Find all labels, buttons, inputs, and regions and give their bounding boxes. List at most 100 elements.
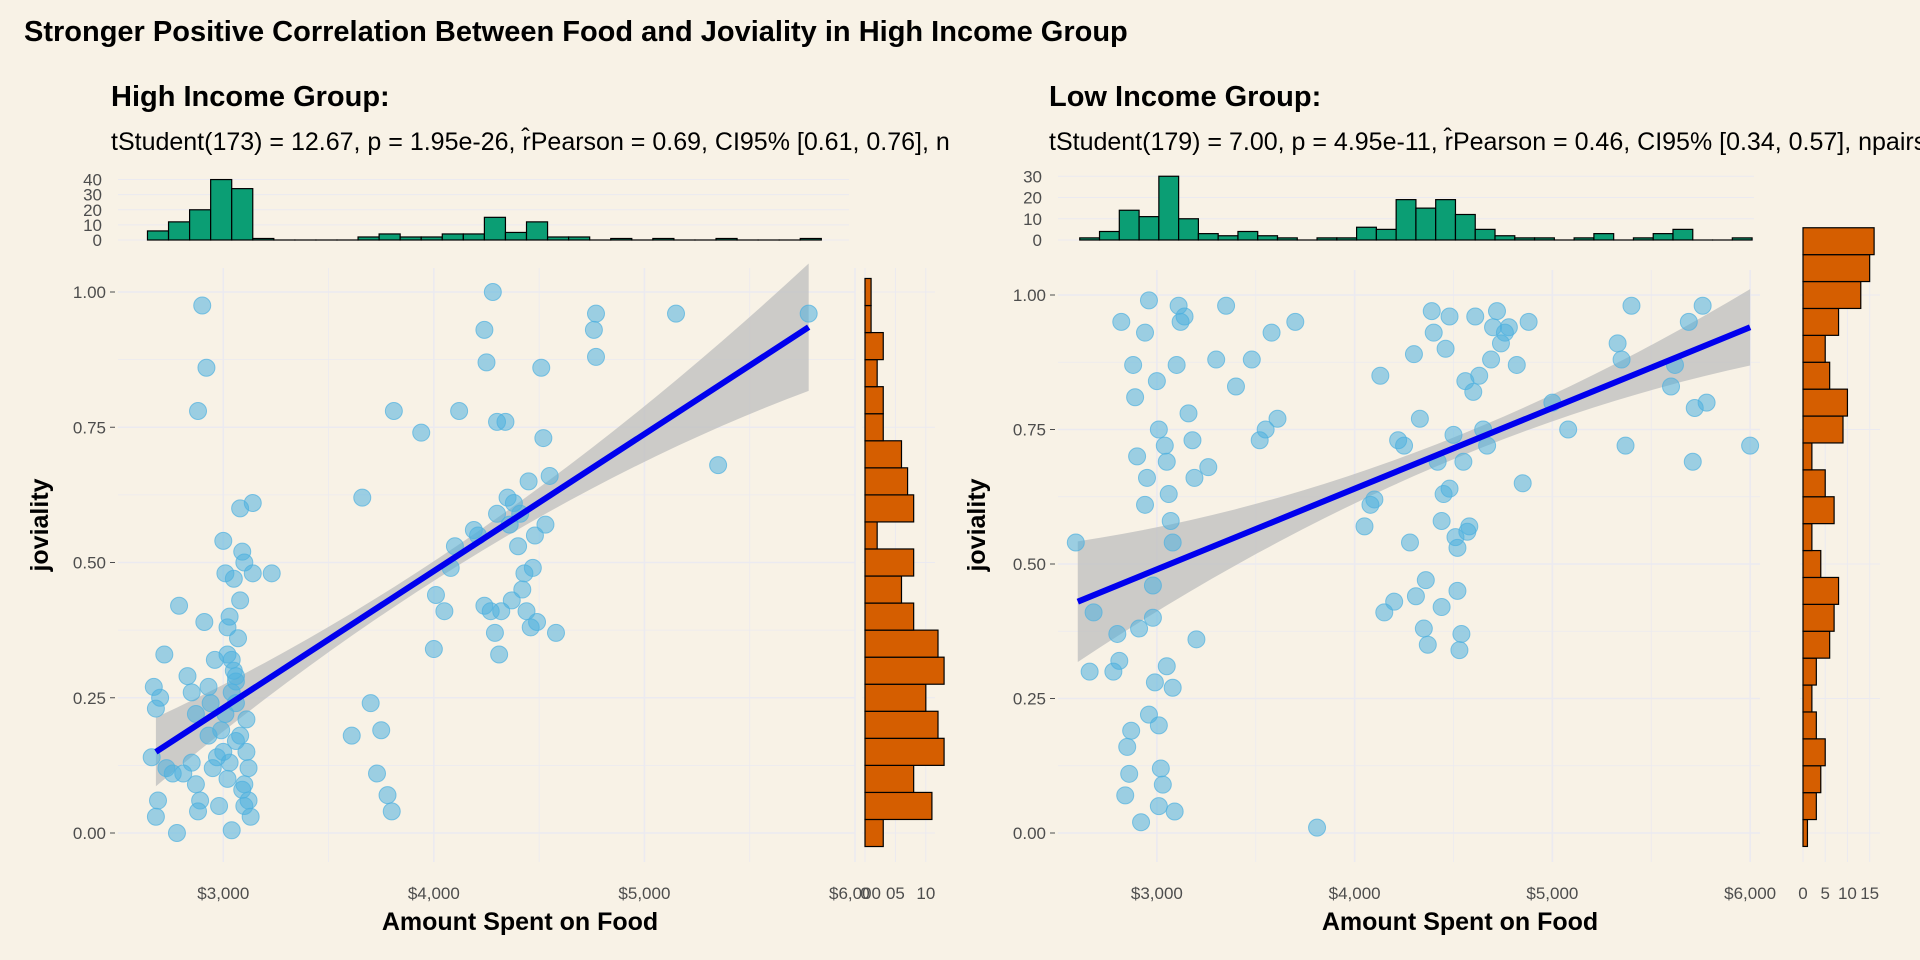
data-point (222, 821, 241, 840)
data-point (1126, 388, 1145, 407)
data-point (1165, 802, 1184, 821)
data-point (239, 759, 258, 778)
data-point (207, 748, 226, 767)
y-tick-label: 0.75 (73, 418, 106, 437)
data-point (155, 645, 174, 664)
top-hist-tick-label: 20 (1023, 189, 1042, 208)
data-point (1406, 587, 1425, 606)
main-title: Stronger Positive Correlation Between Fo… (24, 16, 1128, 48)
data-point (1147, 372, 1166, 391)
top-hist-bar (231, 188, 254, 241)
top-hist-bar (252, 237, 275, 241)
x-tick-label: $4,000 (408, 884, 460, 903)
data-point (1155, 436, 1174, 455)
side-hist-bar (1802, 254, 1871, 283)
data-point (195, 613, 214, 632)
top-hist-tick-label: 10 (1023, 210, 1042, 229)
data-point (1118, 737, 1137, 756)
top-hist-tick-label: 0 (93, 231, 102, 250)
data-point (519, 472, 538, 491)
data-point (1416, 571, 1435, 590)
data-point (218, 769, 237, 788)
top-hist-bar (1435, 199, 1457, 241)
data-point (1185, 468, 1204, 487)
data-point (1183, 431, 1202, 450)
data-point (1519, 312, 1538, 331)
data-point (201, 694, 220, 713)
top-histogram-low-income: 0 10 20 30 (1023, 167, 1754, 250)
side-hist-bar (864, 818, 884, 848)
side-hist-bar (1802, 334, 1826, 363)
top-hist-bar (1197, 233, 1219, 241)
top-hist-bar (1336, 237, 1358, 241)
data-point (1440, 479, 1459, 498)
side-hist-bar (864, 277, 872, 307)
data-point (490, 645, 509, 664)
data-point (1559, 420, 1578, 439)
data-point (1132, 813, 1151, 832)
data-point (384, 402, 403, 421)
data-point (1151, 759, 1170, 778)
top-hist-bar (1731, 237, 1753, 241)
top-hist-bar (1514, 237, 1536, 241)
data-point (509, 537, 528, 556)
data-point (189, 402, 208, 421)
data-point (435, 602, 454, 621)
data-point (214, 531, 233, 550)
data-point (237, 710, 256, 729)
side-hist-bar (864, 629, 939, 658)
x-tick-label: $5,000 (618, 884, 670, 903)
data-point (584, 320, 603, 339)
top-hist-bar (1632, 237, 1654, 241)
data-point (1499, 318, 1518, 337)
data-point (1679, 312, 1698, 331)
data-point (586, 304, 605, 323)
data-point (1128, 447, 1147, 466)
data-point (1116, 786, 1135, 805)
top-hist-bar (1316, 237, 1338, 241)
data-point (1683, 452, 1702, 471)
data-point (182, 753, 201, 772)
side-hist-bar (1802, 361, 1831, 390)
top-hist-bar (1494, 235, 1516, 241)
side-histogram-high-income: 0 05 10 (860, 268, 945, 903)
side-hist-bar (864, 331, 884, 361)
data-point (1268, 409, 1287, 428)
side-hist-bar (864, 494, 915, 523)
data-point (353, 488, 372, 507)
data-point (1136, 323, 1155, 342)
top-hist-bar (441, 233, 464, 241)
data-point (1422, 302, 1441, 321)
x-axis-title-low-income: Amount Spent on Food (1322, 908, 1598, 936)
data-point (586, 347, 605, 366)
top-hist-bar (1474, 228, 1496, 241)
data-point (532, 358, 551, 377)
data-point (536, 515, 555, 534)
data-point (151, 688, 170, 707)
top-hist-bar (210, 178, 233, 241)
data-point (1136, 495, 1155, 514)
data-point (424, 640, 443, 659)
side-hist-tick-label: 05 (886, 884, 905, 903)
data-point (1395, 436, 1414, 455)
side-hist-bar (1802, 684, 1813, 713)
data-point (504, 493, 523, 512)
data-point (1432, 511, 1451, 530)
data-point (1163, 533, 1182, 552)
side-hist-bar (1802, 496, 1835, 525)
data-point (226, 667, 245, 686)
x-axis-title-high-income: Amount Spent on Food (382, 908, 658, 936)
data-point (231, 726, 250, 745)
side-hist-bar (1802, 415, 1844, 444)
data-point (1371, 366, 1390, 385)
side-hist-bar (1802, 307, 1840, 336)
data-point (210, 796, 229, 815)
top-hist-bar (167, 221, 191, 241)
top-hist-bar (715, 237, 738, 241)
data-point (1444, 425, 1463, 444)
side-hist-bar (1802, 711, 1817, 740)
y-tick-label: 0.50 (73, 554, 106, 573)
top-hist-bar (1415, 207, 1437, 241)
y-tick-label: 0.00 (1013, 824, 1046, 843)
data-point (426, 585, 445, 604)
